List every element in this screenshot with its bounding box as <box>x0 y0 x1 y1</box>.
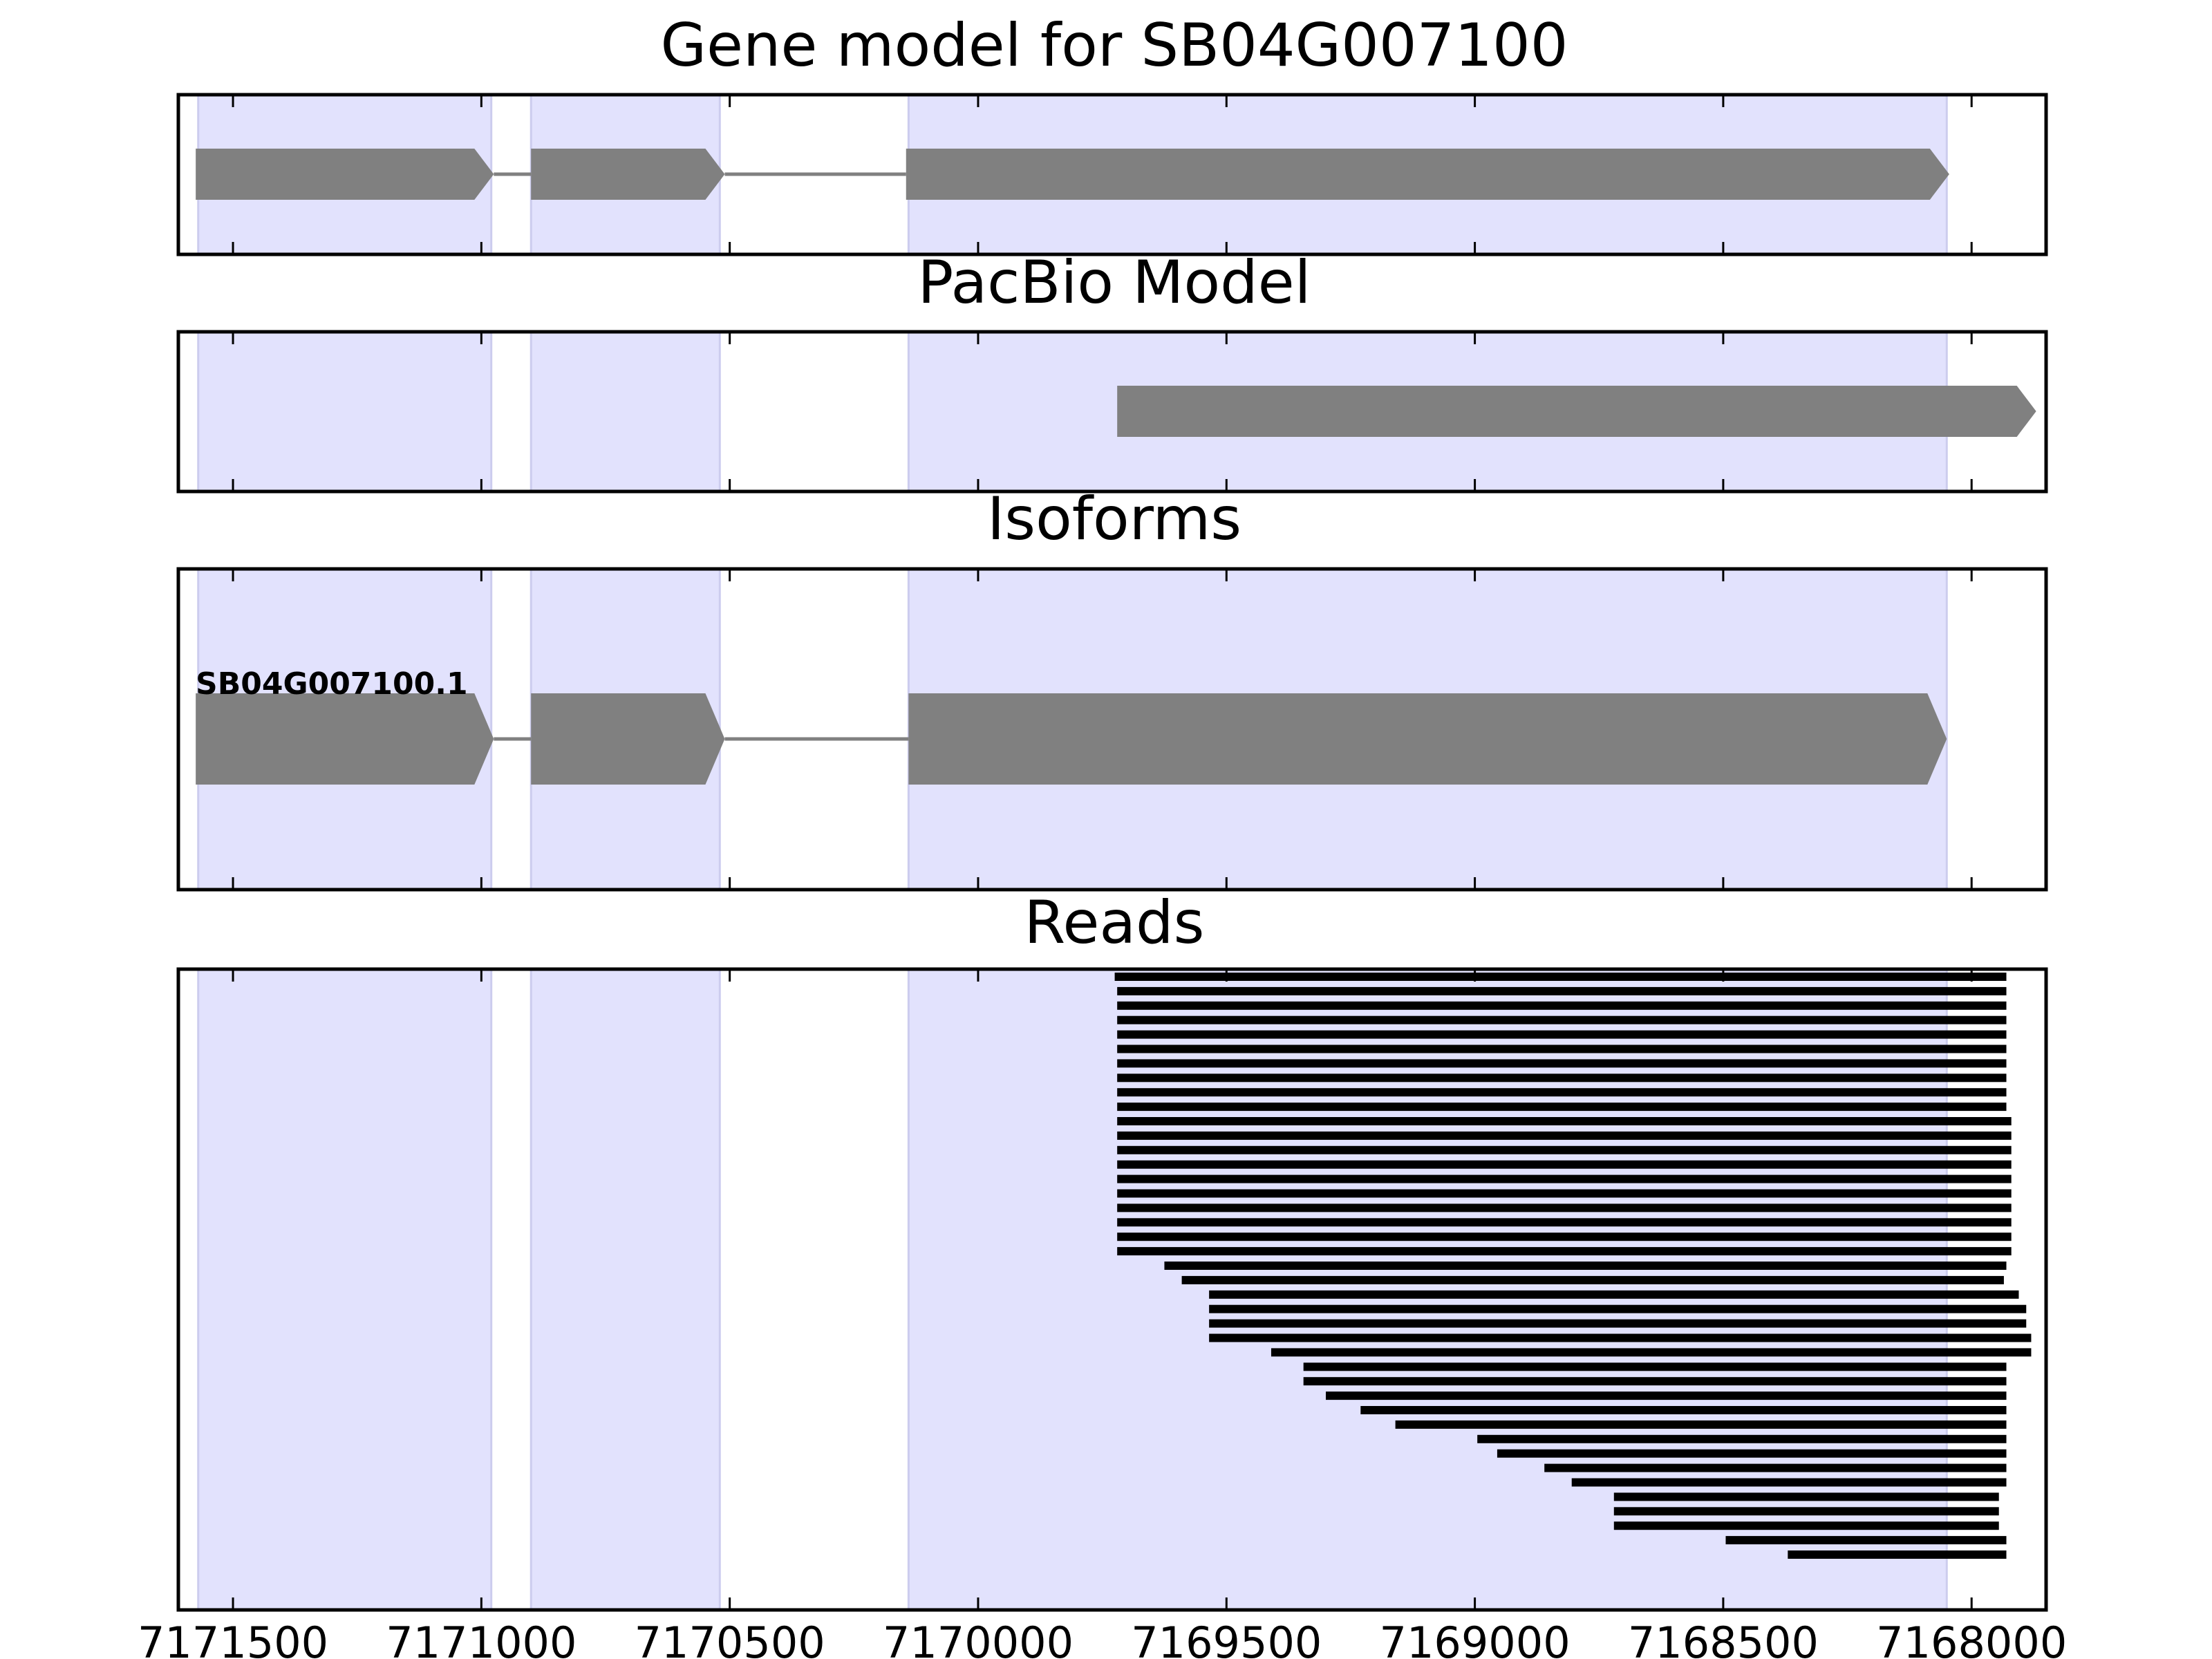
read-bar <box>1117 986 2007 995</box>
x-tick-label: 7170000 <box>883 1618 1074 1659</box>
read-bar <box>1613 1521 1999 1530</box>
read-bar <box>1209 1304 2027 1313</box>
read-bar <box>1497 1449 2007 1458</box>
panel-frame <box>176 967 2048 1612</box>
read-bar <box>1117 1232 2012 1241</box>
exon-block <box>906 149 1949 200</box>
read-bar <box>1181 1275 2004 1284</box>
exon-shade-region <box>529 330 721 493</box>
x-tick-label: 7170500 <box>635 1618 825 1659</box>
read-bar <box>1117 1117 2012 1125</box>
x-tick-label: 7169500 <box>1131 1618 1322 1659</box>
exon-block <box>531 693 725 785</box>
x-tick-label: 7171000 <box>386 1618 577 1659</box>
panel-frame <box>176 567 2048 892</box>
read-bar <box>1164 1262 2007 1270</box>
x-tick-label: 7169000 <box>1380 1618 1571 1659</box>
x-axis-tick-labels: 7171500 7171000 7170500 7170000 7169500 71690… <box>138 1618 2067 1659</box>
panel-reads: Reads <box>176 888 2048 1612</box>
read-bar <box>1117 1189 2012 1198</box>
exon-block <box>196 693 494 785</box>
panel-pacbio-model-title: PacBio Model <box>917 248 1311 317</box>
panel-reads-plot <box>176 967 2048 1612</box>
read-bar <box>1613 1492 1999 1501</box>
panel-isoforms-plot <box>176 567 2048 892</box>
panel-pacbio-model-plot <box>176 330 2048 494</box>
read-bar <box>1209 1290 2019 1299</box>
read-bar <box>1117 1044 2007 1053</box>
x-tick-label: 7171500 <box>138 1618 328 1659</box>
read-bar <box>1303 1362 2007 1371</box>
read-bar <box>1117 1160 2012 1169</box>
read-bar <box>1613 1507 1999 1516</box>
read-bar <box>1117 1218 2012 1227</box>
panel-reads-title: Reads <box>1024 888 1205 957</box>
read-bar <box>1117 1203 2012 1212</box>
read-bar <box>1477 1434 2007 1443</box>
exon-shade-region <box>197 968 493 1611</box>
panel-gene-model: Gene model for SB04G007100 <box>176 11 2048 256</box>
read-bar <box>1117 1088 2007 1097</box>
panel-pacbio-model: PacBio Model <box>176 248 2048 494</box>
exon-block <box>531 149 725 200</box>
read-bar <box>1117 1174 2012 1183</box>
read-bar <box>1117 1103 2007 1112</box>
read-bar <box>1117 1015 2007 1024</box>
read-bar <box>1571 1478 2007 1487</box>
read-bar <box>1544 1463 2007 1472</box>
read-bar <box>1209 1319 2027 1328</box>
read-bar <box>1395 1420 2007 1429</box>
read-bar <box>1360 1406 2007 1414</box>
read-bar <box>1209 1333 2032 1342</box>
read-bar <box>1725 1536 2007 1545</box>
read-bar <box>1117 1247 2012 1256</box>
exon-block <box>196 149 494 200</box>
x-tick-label: 7168000 <box>1876 1618 2067 1659</box>
read-bar <box>1114 973 2007 981</box>
panel-isoforms: Isoforms SB04G007100.1 <box>176 485 2048 892</box>
read-bar <box>1326 1391 2007 1400</box>
read-bar <box>1117 1074 2007 1082</box>
read-bar <box>1303 1377 2007 1386</box>
read-bar <box>1117 1131 2012 1140</box>
x-tick-label: 7168500 <box>1628 1618 1819 1659</box>
exon-shade-region <box>529 968 721 1611</box>
exon-block <box>1117 386 2036 437</box>
read-bar <box>1117 1001 2007 1010</box>
isoform-label: SB04G007100.1 <box>196 666 468 702</box>
panel-gene-model-title: Gene model for SB04G007100 <box>661 11 1568 80</box>
exon-shade-region <box>197 330 493 493</box>
read-bar <box>1117 1059 2007 1068</box>
exon-block <box>908 693 1947 785</box>
read-bar <box>1117 1145 2012 1154</box>
panel-frame <box>176 330 2048 494</box>
panel-gene-model-plot <box>176 93 2048 256</box>
read-bar <box>1788 1550 2007 1559</box>
panel-frame <box>176 93 2048 256</box>
read-bar <box>1271 1348 2032 1357</box>
panel-isoforms-title: Isoforms <box>987 485 1241 554</box>
read-bar <box>1117 1030 2007 1039</box>
